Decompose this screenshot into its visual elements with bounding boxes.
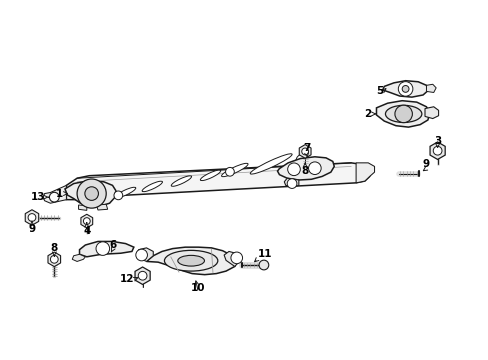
Circle shape — [77, 179, 106, 208]
Circle shape — [225, 167, 234, 176]
Text: 8: 8 — [51, 243, 58, 253]
Polygon shape — [355, 163, 374, 183]
Circle shape — [96, 242, 109, 255]
Ellipse shape — [142, 181, 162, 192]
Polygon shape — [277, 157, 334, 180]
Circle shape — [301, 148, 308, 155]
Text: 10: 10 — [191, 283, 205, 293]
Polygon shape — [382, 81, 427, 97]
Ellipse shape — [115, 187, 136, 198]
Text: 1: 1 — [56, 189, 63, 199]
Circle shape — [286, 179, 296, 188]
Circle shape — [90, 196, 97, 203]
Polygon shape — [376, 101, 429, 127]
Ellipse shape — [221, 163, 247, 177]
Circle shape — [394, 105, 411, 123]
Text: 6: 6 — [109, 240, 116, 249]
Polygon shape — [81, 214, 93, 228]
Polygon shape — [299, 145, 310, 158]
Circle shape — [287, 163, 300, 176]
Text: 3: 3 — [433, 136, 440, 146]
Ellipse shape — [171, 176, 191, 186]
Circle shape — [83, 218, 90, 225]
Text: 11: 11 — [258, 249, 272, 258]
Circle shape — [230, 252, 242, 264]
Polygon shape — [48, 252, 61, 267]
Text: 2: 2 — [364, 109, 371, 119]
Polygon shape — [25, 210, 39, 225]
Text: 9: 9 — [422, 158, 429, 168]
Text: 8: 8 — [301, 166, 308, 176]
Text: 5: 5 — [375, 86, 383, 96]
Circle shape — [308, 162, 321, 175]
Ellipse shape — [200, 170, 220, 181]
Polygon shape — [80, 242, 134, 257]
Ellipse shape — [178, 255, 204, 266]
Ellipse shape — [385, 105, 421, 122]
Text: 13: 13 — [31, 192, 45, 202]
Circle shape — [398, 82, 412, 96]
Circle shape — [295, 154, 309, 168]
Circle shape — [49, 192, 59, 202]
Polygon shape — [66, 163, 370, 200]
Ellipse shape — [164, 250, 217, 271]
Circle shape — [259, 260, 268, 270]
Polygon shape — [284, 178, 298, 187]
Circle shape — [114, 191, 122, 200]
Text: 7: 7 — [302, 143, 310, 153]
Polygon shape — [224, 251, 239, 266]
Circle shape — [432, 147, 441, 155]
Polygon shape — [79, 205, 87, 210]
Polygon shape — [426, 84, 435, 93]
Ellipse shape — [250, 154, 291, 174]
Polygon shape — [72, 254, 85, 261]
Circle shape — [50, 256, 58, 263]
Polygon shape — [43, 185, 66, 203]
Circle shape — [138, 271, 147, 280]
Text: 12: 12 — [119, 274, 134, 284]
Polygon shape — [96, 204, 107, 210]
Polygon shape — [424, 107, 438, 118]
Circle shape — [401, 86, 408, 92]
Text: 9: 9 — [28, 224, 36, 234]
Circle shape — [136, 249, 147, 261]
Polygon shape — [146, 247, 235, 275]
Text: 4: 4 — [83, 226, 90, 236]
Polygon shape — [137, 248, 153, 261]
Polygon shape — [429, 142, 444, 159]
Polygon shape — [135, 267, 150, 284]
Circle shape — [85, 187, 98, 201]
Polygon shape — [65, 181, 116, 206]
Circle shape — [28, 213, 36, 221]
